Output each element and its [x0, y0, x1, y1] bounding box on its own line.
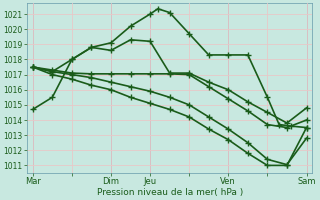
X-axis label: Pression niveau de la mer( hPa ): Pression niveau de la mer( hPa ) — [97, 188, 243, 197]
